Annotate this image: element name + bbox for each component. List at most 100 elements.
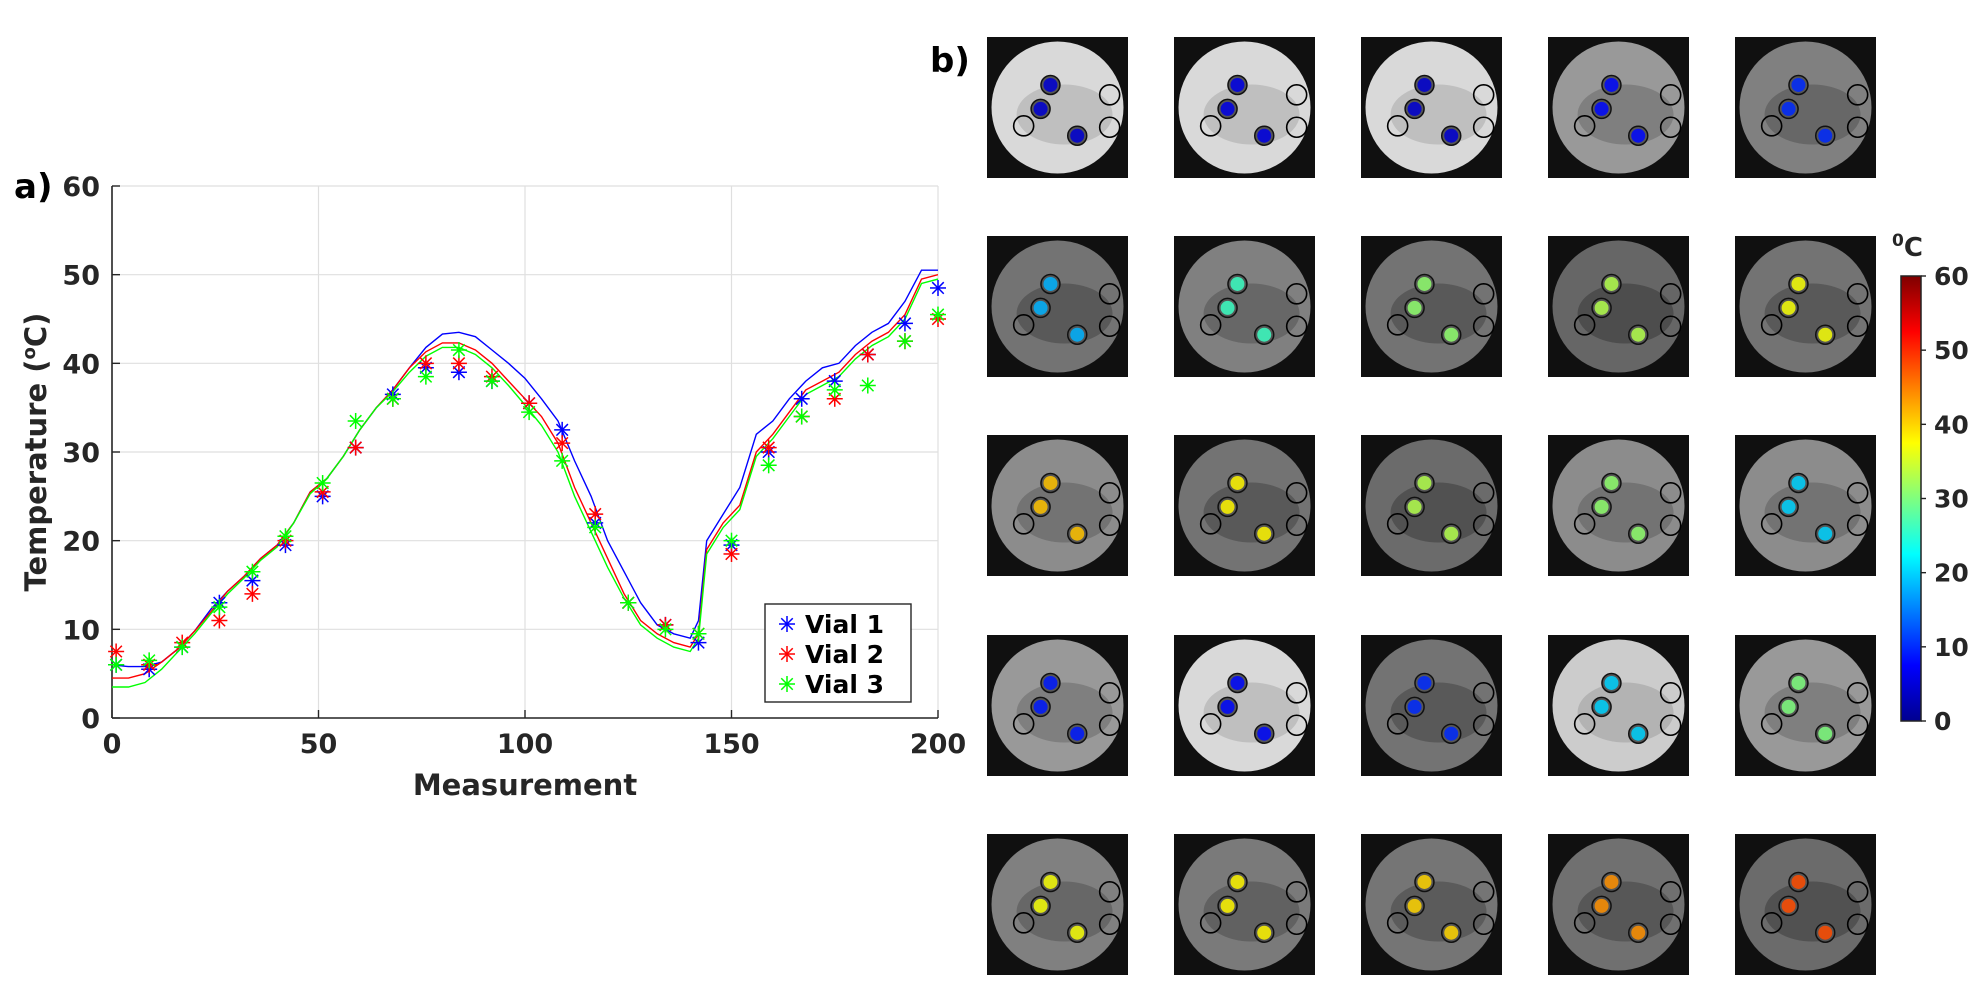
mri-thumbnail bbox=[1174, 37, 1315, 178]
y-axis-label-sup: o bbox=[19, 347, 40, 359]
vial-temperature-overlay bbox=[1631, 327, 1646, 342]
data-point-vial-3 bbox=[760, 457, 777, 474]
legend-marker-vial-1-d2 bbox=[780, 617, 794, 631]
reference-vial-outline bbox=[1199, 713, 1222, 735]
mri-thumbnail bbox=[987, 834, 1128, 975]
reference-vial-outline bbox=[1659, 514, 1682, 537]
vial-temperature-overlay bbox=[1781, 101, 1796, 116]
reference-vial-outline bbox=[1760, 314, 1783, 336]
colorbar-title-sup: 0 bbox=[1892, 231, 1904, 251]
reference-vial-outline bbox=[1760, 115, 1783, 137]
data-point-vial-3-d2 bbox=[316, 476, 329, 490]
vial-temperature-overlay bbox=[1070, 726, 1085, 741]
vial-temperature-overlay bbox=[1444, 726, 1459, 741]
phantom-texture bbox=[1203, 881, 1300, 942]
reference-vial-outline bbox=[1098, 315, 1121, 338]
y-axis-label-end: C) bbox=[19, 313, 53, 348]
data-point-vial-3-d2 bbox=[279, 529, 292, 543]
reference-vial-outline bbox=[1573, 912, 1596, 934]
vial-temperature-overlay bbox=[1417, 675, 1432, 690]
mri-thumbnail bbox=[1361, 834, 1502, 975]
reference-vial-outline bbox=[1199, 912, 1222, 934]
y-axis-label-main: Temperature ( bbox=[19, 359, 53, 591]
reference-vial-outline bbox=[1573, 713, 1596, 735]
vial-temperature-overlay bbox=[1407, 101, 1422, 116]
data-point-vial-2 bbox=[760, 439, 777, 456]
vial-temperature-overlay bbox=[1220, 300, 1235, 315]
data-point-vial-1 bbox=[930, 279, 946, 296]
phantom-texture bbox=[1764, 682, 1861, 743]
reference-vial-outline bbox=[1285, 116, 1308, 139]
phantom-texture bbox=[1390, 682, 1487, 743]
data-point-vial-2-d2 bbox=[522, 396, 536, 410]
data-point-vial-3-d2 bbox=[213, 600, 226, 614]
y-tick-label: 50 bbox=[62, 261, 100, 292]
data-point-vial-3 bbox=[554, 452, 571, 469]
reference-vial-outline bbox=[1285, 913, 1308, 936]
data-point-vial-2-d2 bbox=[762, 441, 775, 454]
reference-vial-outline bbox=[1285, 315, 1308, 338]
data-point-vial-3 bbox=[826, 381, 843, 398]
colorbar-tick-label: 30 bbox=[1934, 485, 1969, 514]
data-point-vial-3 bbox=[690, 625, 707, 642]
data-point-vial-3-d2 bbox=[109, 658, 123, 672]
mri-thumbnail bbox=[1548, 435, 1689, 576]
reference-vial-outline bbox=[1760, 513, 1783, 535]
data-point-vial-3-d2 bbox=[175, 640, 189, 654]
data-point-vial-3-d2 bbox=[725, 534, 738, 547]
data-point-vial-2-d2 bbox=[419, 357, 433, 370]
reference-vial-outline bbox=[1472, 514, 1495, 537]
vial-temperature-overlay bbox=[1781, 699, 1796, 714]
data-point-vial-3-d2 bbox=[349, 414, 362, 428]
reference-vial-outline bbox=[1012, 912, 1035, 934]
mri-thumbnail bbox=[1174, 236, 1315, 377]
y-tick-label: 20 bbox=[62, 527, 100, 558]
colorbar-tick-label: 50 bbox=[1934, 336, 1969, 365]
data-point-vial-3 bbox=[277, 528, 294, 545]
reference-vial-outline bbox=[1472, 682, 1495, 704]
vial-temperature-overlay bbox=[1043, 475, 1058, 490]
data-point-vial-1-d2 bbox=[692, 636, 705, 649]
vial-temperature-overlay bbox=[1604, 276, 1619, 291]
phantom-texture bbox=[1764, 881, 1861, 942]
y-tick-label: 10 bbox=[62, 615, 100, 646]
data-point-vial-3 bbox=[896, 333, 913, 350]
data-point-vial-3-d2 bbox=[555, 454, 569, 468]
data-point-vial-2-d2 bbox=[861, 348, 875, 361]
vial-temperature-overlay bbox=[1407, 499, 1422, 514]
reference-vial-outline bbox=[1659, 482, 1682, 504]
vial-temperature-overlay bbox=[1594, 699, 1609, 714]
vial-temperature-overlay bbox=[1257, 128, 1272, 143]
phantom-texture bbox=[1764, 84, 1861, 145]
x-tick-label: 150 bbox=[703, 729, 759, 760]
series-markers bbox=[108, 279, 946, 678]
reference-vial-outline bbox=[1386, 513, 1409, 535]
reference-vial-outline bbox=[1098, 881, 1121, 903]
colorbar-tick-label: 20 bbox=[1934, 559, 1969, 588]
data-point-vial-2-d2 bbox=[588, 507, 602, 521]
vial-temperature-overlay bbox=[1230, 874, 1245, 889]
y-tick-label: 0 bbox=[81, 704, 100, 735]
phantom-texture bbox=[1577, 881, 1674, 942]
reference-vial-outline bbox=[1012, 314, 1035, 336]
mri-thumbnail bbox=[987, 435, 1128, 576]
reference-vial-outline bbox=[1846, 682, 1869, 704]
data-point-vial-3-d2 bbox=[898, 334, 912, 348]
phantom-texture bbox=[1016, 482, 1113, 543]
vial-temperature-overlay bbox=[1781, 300, 1796, 315]
vial-temperature-overlay bbox=[1230, 77, 1245, 92]
axes bbox=[111, 185, 939, 719]
phantom-texture bbox=[1577, 283, 1674, 344]
data-point-vial-2-d2 bbox=[246, 587, 259, 601]
legend-marker-vial-1 bbox=[779, 616, 795, 632]
reference-vial-outline bbox=[1472, 116, 1495, 139]
data-point-vial-1 bbox=[896, 315, 913, 332]
data-point-vial-1-d2 bbox=[828, 374, 842, 388]
legend-label-vial-3: Vial 3 bbox=[805, 670, 884, 699]
reference-vial-outline bbox=[1846, 315, 1869, 338]
y-tick-label: 40 bbox=[62, 349, 100, 380]
data-point-vial-3 bbox=[521, 404, 538, 421]
legend-label-vial-1: Vial 1 bbox=[805, 610, 884, 639]
